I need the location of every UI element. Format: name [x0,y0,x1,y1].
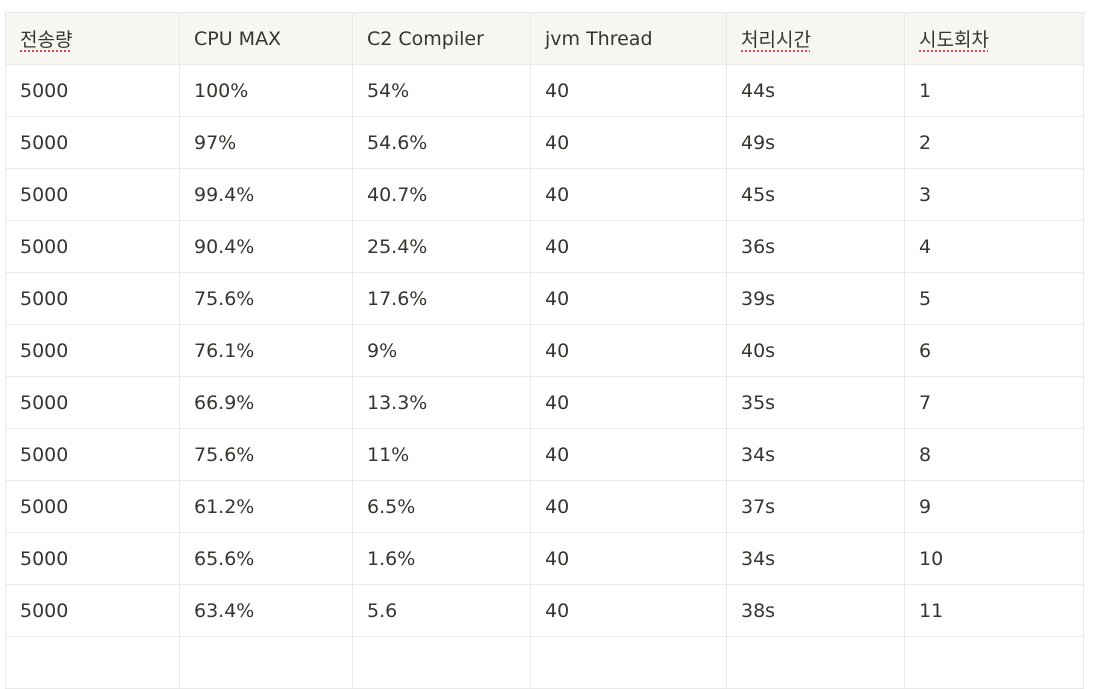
table-cell: 45s [726,168,905,221]
table-cell: 97% [179,116,353,169]
table-cell: 65.6% [179,532,353,585]
table-cell: 4 [904,220,1084,273]
table-cell: 1.6% [352,532,531,585]
table-cell: 11 [904,584,1084,637]
table-row: 5000 66.9% 13.3% 40 35s 7 [5,376,1084,429]
table-cell: 5.6 [352,584,531,637]
table-cell: 5 [904,272,1084,325]
table-cell: 5000 [5,324,180,377]
table-cell [5,636,180,689]
table-cell: 10 [904,532,1084,585]
table-cell: 34s [726,428,905,481]
table-row [5,636,1084,689]
table-cell: 11% [352,428,531,481]
table-cell: 5000 [5,220,180,273]
table-cell: 40s [726,324,905,377]
table-row: 5000 75.6% 11% 40 34s 8 [5,428,1084,481]
header-row: 전송량 CPU MAX C2 Compiler jvm Thread 처리시간 시도회차 [5,12,1084,65]
table-cell: 35s [726,376,905,429]
table-cell: 40 [530,584,727,637]
table-row: 5000 63.4% 5.6 40 38s 11 [5,584,1084,637]
header-cell: 처리시간 [726,12,905,65]
table-row: 5000 75.6% 17.6% 40 39s 5 [5,272,1084,325]
table-cell: 5000 [5,376,180,429]
table-row: 5000 61.2% 6.5% 40 37s 9 [5,480,1084,533]
table-cell: 37s [726,480,905,533]
table-cell: 40.7% [352,168,531,221]
table-cell: 9 [904,480,1084,533]
table-cell: 40 [530,220,727,273]
table-cell [726,636,905,689]
table-cell: 75.6% [179,428,353,481]
table-cell [352,636,531,689]
table-cell: 40 [530,116,727,169]
table-cell: 99.4% [179,168,353,221]
header-cell: 시도회차 [904,12,1084,65]
table-cell: 44s [726,64,905,117]
data-table: 전송량 CPU MAX C2 Compiler jvm Thread 처리시간 시도회차 … [5,12,1084,689]
table-cell: 40 [530,272,727,325]
table-cell: 90.4% [179,220,353,273]
table-cell: 40 [530,168,727,221]
table-cell: 6.5% [352,480,531,533]
table-cell: 7 [904,376,1084,429]
table-cell: 40 [530,376,727,429]
table-cell: 3 [904,168,1084,221]
table-cell: 38s [726,584,905,637]
table-cell [904,636,1084,689]
table-cell: 5000 [5,64,180,117]
table-row: 5000 65.6% 1.6% 40 34s 10 [5,532,1084,585]
table-cell: 5000 [5,480,180,533]
page: 전송량 CPU MAX C2 Compiler jvm Thread 처리시간 시도회차 … [5,12,1084,689]
header-cell: C2 Compiler [352,12,531,65]
table-cell: 2 [904,116,1084,169]
table-row: 5000 100% 54% 40 44s 1 [5,64,1084,117]
table-cell: 61.2% [179,480,353,533]
table-cell: 40 [530,324,727,377]
table-cell: 66.9% [179,376,353,429]
table-cell: 5000 [5,532,180,585]
table-cell: 5000 [5,272,180,325]
table-cell: 5000 [5,428,180,481]
table-cell [179,636,353,689]
table-cell: 40 [530,428,727,481]
table-cell: 36s [726,220,905,273]
table-cell: 9% [352,324,531,377]
table-body: 5000 100% 54% 40 44s 1 5000 97% 54.6% 40 49s 2 5000 9… [5,64,1084,689]
table-row: 5000 90.4% 25.4% 40 36s 4 [5,220,1084,273]
header-cell: jvm Thread [530,12,727,65]
table-cell: 40 [530,64,727,117]
table-cell: 76.1% [179,324,353,377]
table-cell: 40 [530,480,727,533]
table-cell [530,636,727,689]
table-cell: 40 [530,532,727,585]
header-cell: CPU MAX [179,12,353,65]
table-cell: 54% [352,64,531,117]
table-cell: 8 [904,428,1084,481]
table-cell: 75.6% [179,272,353,325]
table-cell: 63.4% [179,584,353,637]
table-row: 5000 76.1% 9% 40 40s 6 [5,324,1084,377]
table-cell: 13.3% [352,376,531,429]
header-cell: 전송량 [5,12,180,65]
table-cell: 49s [726,116,905,169]
table-cell: 39s [726,272,905,325]
table-cell: 5000 [5,116,180,169]
table-cell: 34s [726,532,905,585]
table-cell: 6 [904,324,1084,377]
table-cell: 17.6% [352,272,531,325]
table-cell: 100% [179,64,353,117]
table-cell: 54.6% [352,116,531,169]
table-cell: 25.4% [352,220,531,273]
table-cell: 5000 [5,168,180,221]
table-row: 5000 97% 54.6% 40 49s 2 [5,116,1084,169]
table-cell: 1 [904,64,1084,117]
table-row: 5000 99.4% 40.7% 40 45s 3 [5,168,1084,221]
table-cell: 5000 [5,584,180,637]
